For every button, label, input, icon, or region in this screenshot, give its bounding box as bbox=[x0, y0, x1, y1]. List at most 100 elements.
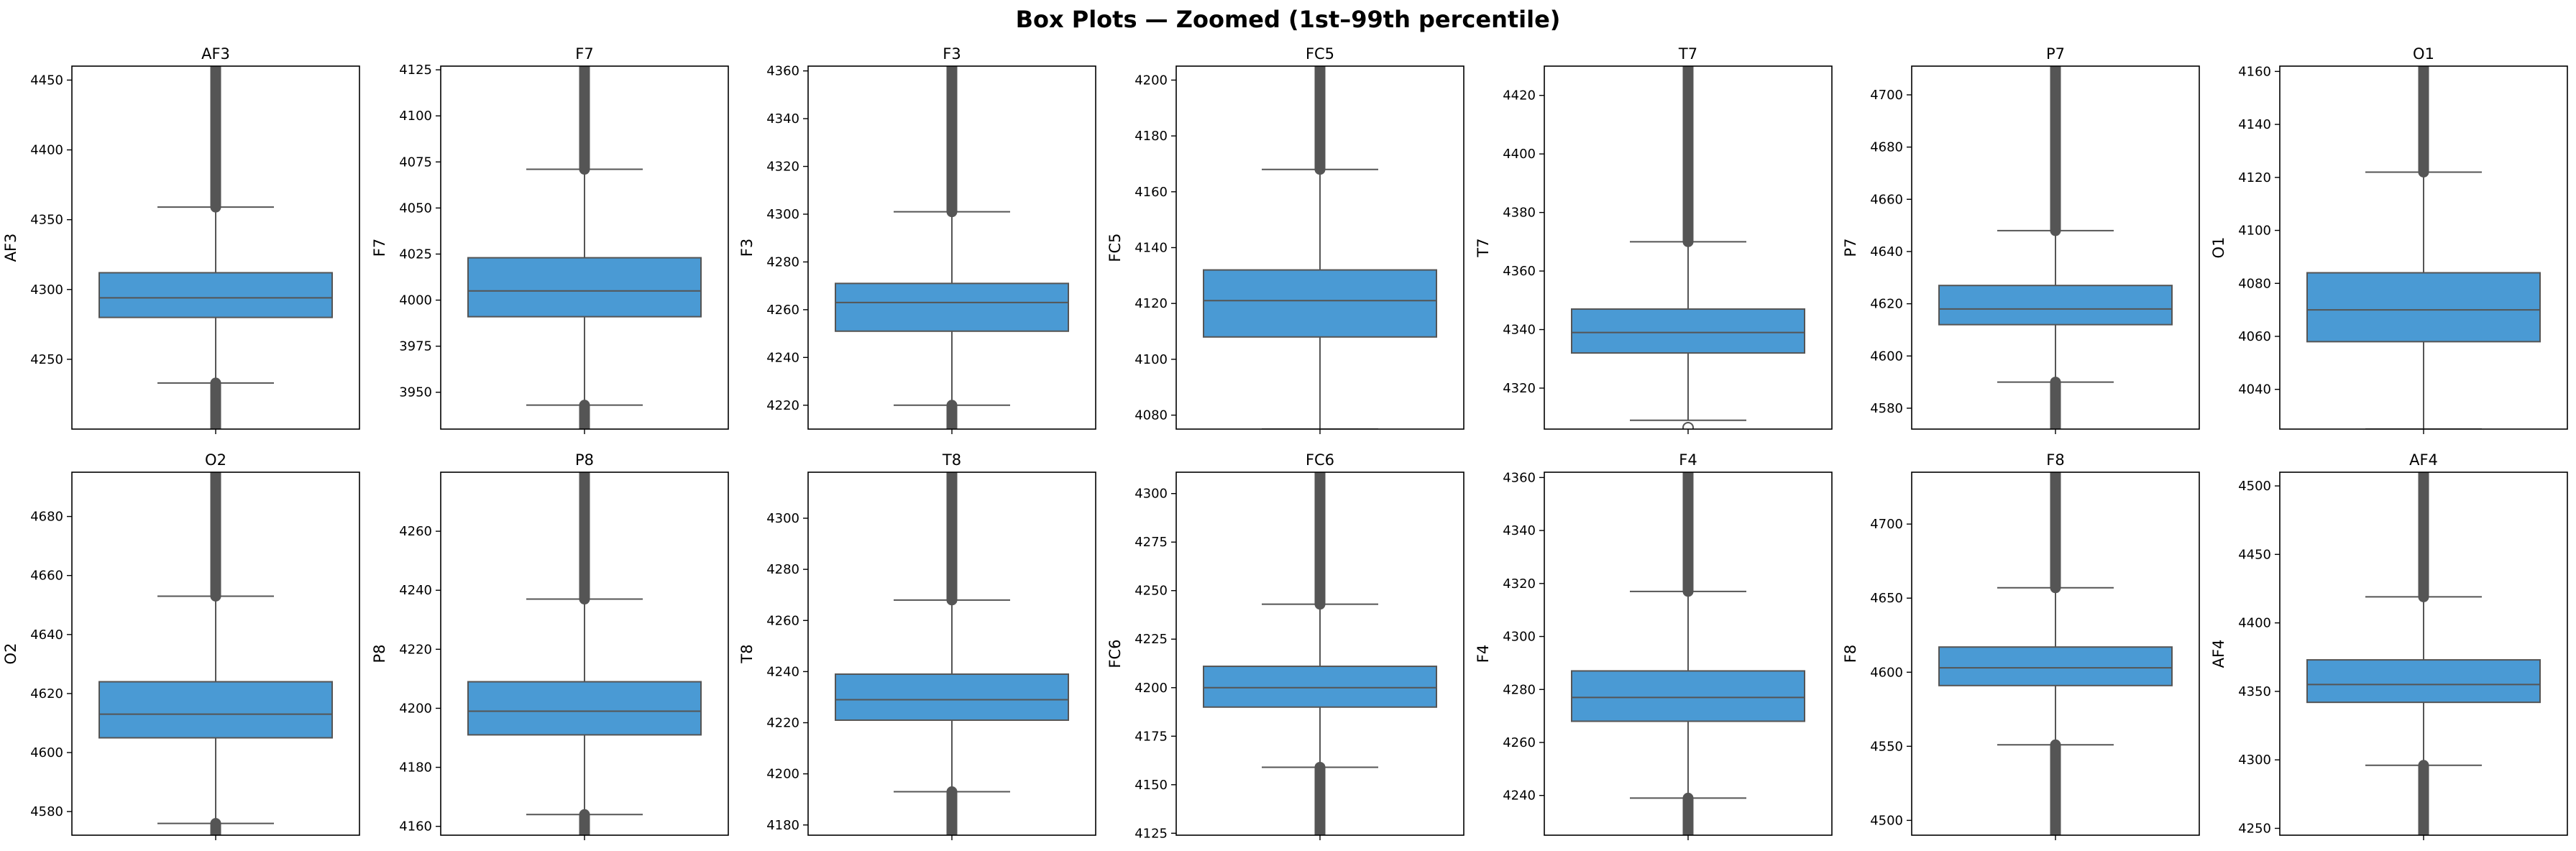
y-tick-label: 4180 bbox=[766, 818, 799, 833]
y-tick-label: 4640 bbox=[1870, 244, 1903, 259]
y-tick-label: 4400 bbox=[1503, 147, 1536, 162]
y-tick-label: 4160 bbox=[1135, 185, 1168, 200]
y-tick-label: 4225 bbox=[1135, 632, 1168, 647]
subplot-title: P8 bbox=[575, 451, 594, 469]
y-tick-label: 4240 bbox=[399, 583, 432, 598]
subplot-title: F7 bbox=[575, 45, 593, 63]
y-tick-label: 4200 bbox=[1135, 681, 1168, 696]
y-tick-label: 4450 bbox=[30, 73, 63, 88]
iqr-box bbox=[835, 673, 1069, 721]
y-tick-label: 4320 bbox=[1503, 576, 1536, 592]
subplot-title: AF4 bbox=[2409, 451, 2438, 469]
y-axis-label: O2 bbox=[2, 643, 19, 665]
y-tick-label: 4250 bbox=[1135, 584, 1168, 599]
y-tick-label: 4350 bbox=[2238, 684, 2271, 699]
y-tick-label: 4000 bbox=[399, 293, 432, 308]
y-tick-label: 4340 bbox=[766, 111, 799, 126]
y-tick-label: 4600 bbox=[1870, 349, 1903, 364]
box-plot-data bbox=[1203, 472, 1437, 835]
y-tick-label: 4580 bbox=[30, 804, 63, 819]
y-tick-label: 4260 bbox=[766, 303, 799, 318]
y-tick-label: 4200 bbox=[1135, 73, 1168, 88]
subplot-title: FC5 bbox=[1306, 45, 1334, 63]
box-plot-data bbox=[1571, 66, 1805, 429]
y-tick-label: 4550 bbox=[1870, 739, 1903, 754]
subplot-f8: 4500 4550 4600 4650 4700 F8 F8 bbox=[1842, 451, 2200, 840]
subplot-o1: 4040 4060 4080 4100 4120 4140 4160 O1 O1 bbox=[2210, 45, 2568, 434]
subplot-f3: 4220 4240 4260 4280 4300 4320 4340 4360 F3 F3 bbox=[738, 45, 1096, 434]
y-tick-label: 4100 bbox=[399, 109, 432, 124]
y-tick-label: 4620 bbox=[1870, 297, 1903, 312]
y-tick-label: 4360 bbox=[1503, 470, 1536, 485]
subplot-fc5: 4080 4100 4120 4140 4160 4180 4200 FC5 FC5 bbox=[1106, 45, 1465, 434]
y-tick-label: 4620 bbox=[30, 686, 63, 702]
subplot-fc6: 4125 4150 4175 4200 4225 4250 4275 4300 FC6 FC6 bbox=[1106, 451, 1465, 841]
y-tick-label: 4100 bbox=[2238, 224, 2271, 239]
subplot-title: T7 bbox=[1678, 45, 1697, 63]
y-axis-label: P8 bbox=[371, 644, 388, 663]
y-tick-label: 4300 bbox=[1503, 630, 1536, 645]
subplot-title: F4 bbox=[1679, 451, 1697, 469]
outliers-low bbox=[1682, 421, 1694, 429]
y-tick-label: 4175 bbox=[1135, 729, 1168, 744]
y-tick-label: 4250 bbox=[30, 352, 63, 367]
box-plot-data bbox=[2306, 472, 2541, 835]
iqr-box bbox=[1571, 670, 1805, 722]
y-tick-label: 4160 bbox=[2238, 64, 2271, 79]
box-plot-data bbox=[467, 66, 702, 429]
y-axis-label: T8 bbox=[738, 644, 756, 663]
y-axis-label: F8 bbox=[1842, 645, 1859, 663]
iqr-box bbox=[98, 272, 333, 318]
y-tick-label: 4260 bbox=[1503, 735, 1536, 750]
y-tick-label: 4120 bbox=[1135, 296, 1168, 311]
subplot-title: FC6 bbox=[1306, 451, 1334, 469]
subplot-title: F3 bbox=[943, 45, 961, 63]
y-tick-label: 4260 bbox=[766, 613, 799, 628]
y-tick-label: 4220 bbox=[399, 642, 432, 657]
subplot-t8: 4180 4200 4220 4240 4260 4280 4300 T8 T8 bbox=[738, 451, 1096, 840]
y-tick-label: 4350 bbox=[30, 213, 63, 228]
y-tick-label: 4650 bbox=[1870, 591, 1903, 606]
y-tick-label: 4500 bbox=[1870, 813, 1903, 828]
y-tick-label: 4280 bbox=[766, 254, 799, 270]
y-tick-label: 4080 bbox=[1135, 408, 1168, 423]
y-tick-label: 4025 bbox=[399, 247, 432, 262]
y-tick-label: 4240 bbox=[1503, 788, 1536, 804]
y-tick-label: 4400 bbox=[2238, 616, 2271, 631]
y-tick-label: 4140 bbox=[1135, 241, 1168, 256]
y-tick-label: 4500 bbox=[2238, 479, 2271, 494]
y-tick-label: 4680 bbox=[1870, 140, 1903, 155]
y-tick-label: 4380 bbox=[1503, 206, 1536, 221]
y-axis-label: T7 bbox=[1475, 238, 1492, 257]
y-tick-label: 4075 bbox=[399, 155, 432, 170]
subplot-af4: 4250 4300 4350 4400 4450 4500 AF4 AF4 bbox=[2210, 451, 2568, 840]
y-tick-label: 4040 bbox=[2238, 382, 2271, 397]
y-tick-label: 4160 bbox=[399, 819, 432, 834]
y-tick-label: 4180 bbox=[399, 760, 432, 776]
y-tick-label: 3975 bbox=[399, 339, 432, 354]
box-plot-data bbox=[1571, 472, 1805, 835]
subplot-title: AF3 bbox=[201, 45, 230, 63]
y-tick-label: 4275 bbox=[1135, 535, 1168, 550]
y-tick-label: 4250 bbox=[2238, 821, 2271, 836]
y-tick-label: 4125 bbox=[399, 63, 432, 78]
y-tick-label: 4220 bbox=[766, 398, 799, 413]
y-tick-label: 4150 bbox=[1135, 778, 1168, 793]
y-tick-label: 4300 bbox=[766, 511, 799, 526]
y-tick-label: 4300 bbox=[2238, 753, 2271, 768]
subplot-f4: 4240 4260 4280 4300 4320 4340 4360 F4 F4 bbox=[1475, 451, 1833, 840]
iqr-box bbox=[467, 257, 702, 318]
y-tick-label: 4300 bbox=[30, 282, 63, 298]
box-plot-data bbox=[835, 472, 1069, 835]
figure-title: Box Plots — Zoomed (1st–99th percentile) bbox=[1015, 6, 1561, 33]
subplot-o2: 4580 4600 4620 4640 4660 4680 O2 O2 bbox=[2, 451, 360, 840]
y-tick-label: 4220 bbox=[766, 716, 799, 731]
y-tick-label: 4300 bbox=[1135, 487, 1168, 502]
iqr-box bbox=[1203, 666, 1437, 708]
y-axis-label: F3 bbox=[738, 239, 756, 257]
y-tick-label: 4320 bbox=[1503, 381, 1536, 396]
iqr-box bbox=[98, 681, 333, 739]
y-axis-label: P7 bbox=[1842, 238, 1859, 257]
y-tick-label: 4100 bbox=[1135, 352, 1168, 367]
